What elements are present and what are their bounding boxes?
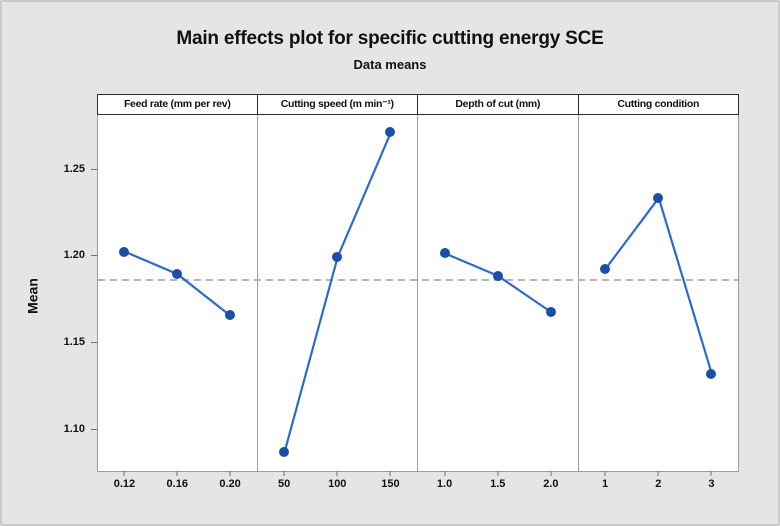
panel-plot-cutting-condition: 1 2 3: [578, 115, 739, 490]
data-point-marker: [172, 268, 183, 279]
xtick-label: 0.16: [166, 478, 188, 490]
panel-header-cutting-condition: Cutting condition: [578, 94, 739, 115]
xtick-mark: [550, 471, 552, 476]
xtick-label: 2: [655, 478, 662, 490]
xtick-mark: [229, 471, 231, 476]
panel-plot-depth-of-cut: 1.0 1.5 2.0: [418, 115, 579, 490]
series-line-depth-of-cut: [418, 115, 578, 471]
data-point-marker: [492, 270, 503, 281]
xtick-label: 1.0: [436, 478, 453, 490]
xtick-label: 100: [328, 478, 347, 490]
xtick-label: 150: [381, 478, 400, 490]
chart-title: Main effects plot for specific cutting e…: [176, 28, 604, 49]
xtick-label: 1.5: [490, 478, 506, 490]
ytick-label: 1.20: [63, 249, 85, 262]
ytick-mark: [91, 255, 97, 257]
xtick-mark: [604, 471, 606, 476]
xtick-mark: [444, 471, 446, 476]
data-point-marker: [600, 263, 611, 274]
chart-subtitle: Data means: [353, 57, 427, 72]
panel-plot-cutting-speed: 50 100 150: [257, 115, 418, 490]
ytick-label: 1.15: [63, 336, 85, 349]
panel-cutting-condition: Cutting condition 1 2 3: [578, 94, 739, 490]
xtick-mark: [657, 471, 659, 476]
data-point-marker: [225, 310, 236, 321]
xtick-label: 2.0: [543, 478, 559, 490]
xtick-mark: [283, 471, 285, 476]
xtick-label: 1: [602, 478, 609, 490]
xtick-mark: [710, 471, 712, 476]
series-line-feed-rate: [98, 115, 257, 471]
data-point-marker: [439, 248, 450, 259]
plot-panels: Feed rate (mm per rev) 0.12 0.16 0.20 Cuttin…: [97, 94, 739, 490]
xtick-label: 50: [277, 478, 291, 490]
xtick-mark: [336, 471, 338, 476]
panel-plot-feed-rate: 0.12 0.16 0.20: [97, 115, 258, 490]
reference-line: [98, 278, 738, 281]
xtick-label: 0.20: [219, 478, 241, 490]
xtick-mark: [497, 471, 499, 476]
data-point-marker: [119, 246, 130, 257]
ytick-label: 1.25: [63, 162, 85, 175]
data-point-marker: [279, 446, 290, 457]
xtick-label: 0.12: [113, 478, 136, 490]
ytick-mark: [91, 168, 97, 170]
data-point-marker: [332, 251, 343, 262]
xtick-mark: [123, 471, 125, 476]
ytick-mark: [91, 342, 97, 344]
xtick-label: 3: [708, 478, 715, 490]
panel-cutting-speed: Cutting speed (m min⁻¹) 50 100 150: [257, 94, 418, 490]
y-axis: 1.25 1.20 1.15 1.10: [52, 115, 97, 472]
panel-depth-of-cut: Depth of cut (mm) 1.0 1.5 2.0: [418, 94, 579, 490]
panel-header-cutting-speed: Cutting speed (m min⁻¹): [257, 94, 418, 115]
ytick-mark: [91, 428, 97, 430]
data-point-marker: [653, 192, 664, 203]
data-point-marker: [545, 307, 556, 317]
ytick-label: 1.10: [63, 422, 85, 435]
xtick-mark: [389, 471, 391, 476]
xtick-mark: [176, 471, 178, 476]
panel-header-feed-rate: Feed rate (mm per rev): [97, 94, 258, 115]
y-axis-label: Mean: [24, 278, 41, 314]
series-line-cutting-condition: [579, 115, 739, 471]
panel-feed-rate: Feed rate (mm per rev) 0.12 0.16 0.20: [97, 94, 258, 490]
data-point-marker: [706, 369, 717, 380]
data-point-marker: [385, 127, 396, 138]
panel-header-depth-of-cut: Depth of cut (mm): [418, 94, 579, 115]
series-line-cutting-speed: [258, 115, 418, 471]
